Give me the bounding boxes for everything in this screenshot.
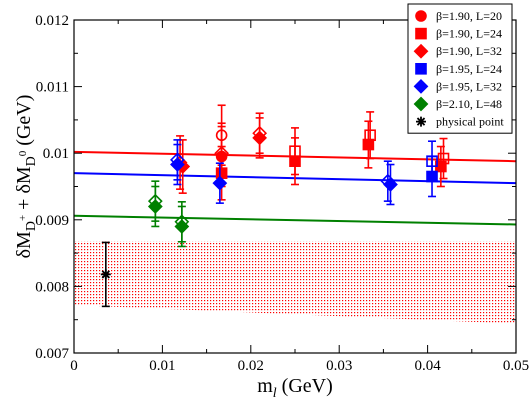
data-point-15 <box>170 143 185 186</box>
data-point-25 <box>100 241 111 308</box>
legend-label: β=1.90, L=20 <box>436 9 502 23</box>
legend-entry-5: β=2.10, L=48 <box>413 96 502 112</box>
y-tick-label: 0.008 <box>35 279 69 295</box>
marker-square <box>426 170 438 183</box>
legend-label: β=2.10, L=48 <box>436 97 502 111</box>
error-band <box>74 241 516 324</box>
fit-line-2 <box>74 214 516 226</box>
legend-label: β=1.95, L=32 <box>436 79 502 93</box>
marker-diamond <box>174 219 190 234</box>
legend-entry-1: β=1.90, L=24 <box>415 27 502 41</box>
x-tick-label: 0.05 <box>503 358 529 374</box>
legend: β=1.90, L=20 β=1.90, L=24 β=1.90, L=32 β=1.… <box>407 3 513 134</box>
data-point-12 <box>437 137 450 180</box>
marker-square <box>215 167 228 179</box>
legend-entry-2: β=1.90, L=32 <box>413 43 502 59</box>
data-point-9 <box>289 137 301 186</box>
marker-diamond <box>383 177 398 192</box>
y-tick-label: 0.009 <box>35 213 69 229</box>
plot-area <box>74 104 516 324</box>
data-point-16 <box>212 162 228 204</box>
legend-entry-4: β=1.95, L=32 <box>413 79 502 94</box>
x-tick-label: 0.04 <box>414 358 441 374</box>
y-tick-label: 0.007 <box>35 346 69 362</box>
data-point-11 <box>362 120 375 169</box>
legend-marker-diamond <box>413 43 429 59</box>
marker-diamond <box>212 175 228 191</box>
marker-diamond <box>170 157 185 172</box>
data-point-10 <box>364 111 376 160</box>
legend-marker-diamond <box>413 79 429 94</box>
x-tick-label: 0.01 <box>149 358 175 374</box>
legend-label: β=1.95, L=24 <box>436 62 502 76</box>
marker-diamond <box>252 130 268 146</box>
data-point-18 <box>383 163 398 206</box>
legend-marker-diamond <box>413 96 429 112</box>
legend-entry-6: physical point <box>416 115 504 129</box>
y-tick-label: 0.01 <box>43 146 69 162</box>
x-tick-label: 0.02 <box>238 358 264 374</box>
marker-square <box>289 155 301 167</box>
legend-marker-circle <box>415 10 427 22</box>
data-point-24 <box>174 205 190 248</box>
x-tick-label: 0 <box>70 358 78 374</box>
y-tick-label: 0.012 <box>35 13 69 29</box>
legend-marker-square <box>415 27 427 40</box>
legend-label: physical point <box>436 115 504 129</box>
data-point-7 <box>252 117 268 159</box>
legend-entry-3: β=1.95, L=24 <box>415 62 502 76</box>
marker-diamond <box>147 199 163 214</box>
marker-star <box>100 269 111 280</box>
legend-label: β=1.90, L=32 <box>436 44 502 58</box>
y-tick-label: 0.011 <box>36 80 69 96</box>
axes: 0 0.01 0.02 0.03 0.04 0.05 0.007 0.008 0.009 0.01… <box>13 13 529 401</box>
legend-marker-star <box>416 116 426 127</box>
x-axis-title: ml (GeV) <box>257 375 333 401</box>
x-tick-label: 0.03 <box>326 358 352 374</box>
legend-entry-0: β=1.90, L=20 <box>415 9 502 23</box>
data-point-20 <box>426 155 438 198</box>
data-point-22 <box>147 185 163 228</box>
legend-marker-square <box>415 62 427 75</box>
marker-square <box>362 138 375 151</box>
legend-label: β=1.90, L=24 <box>436 27 502 41</box>
y-axis-title: δMD+ + δMD0 (GeV) <box>13 95 39 259</box>
